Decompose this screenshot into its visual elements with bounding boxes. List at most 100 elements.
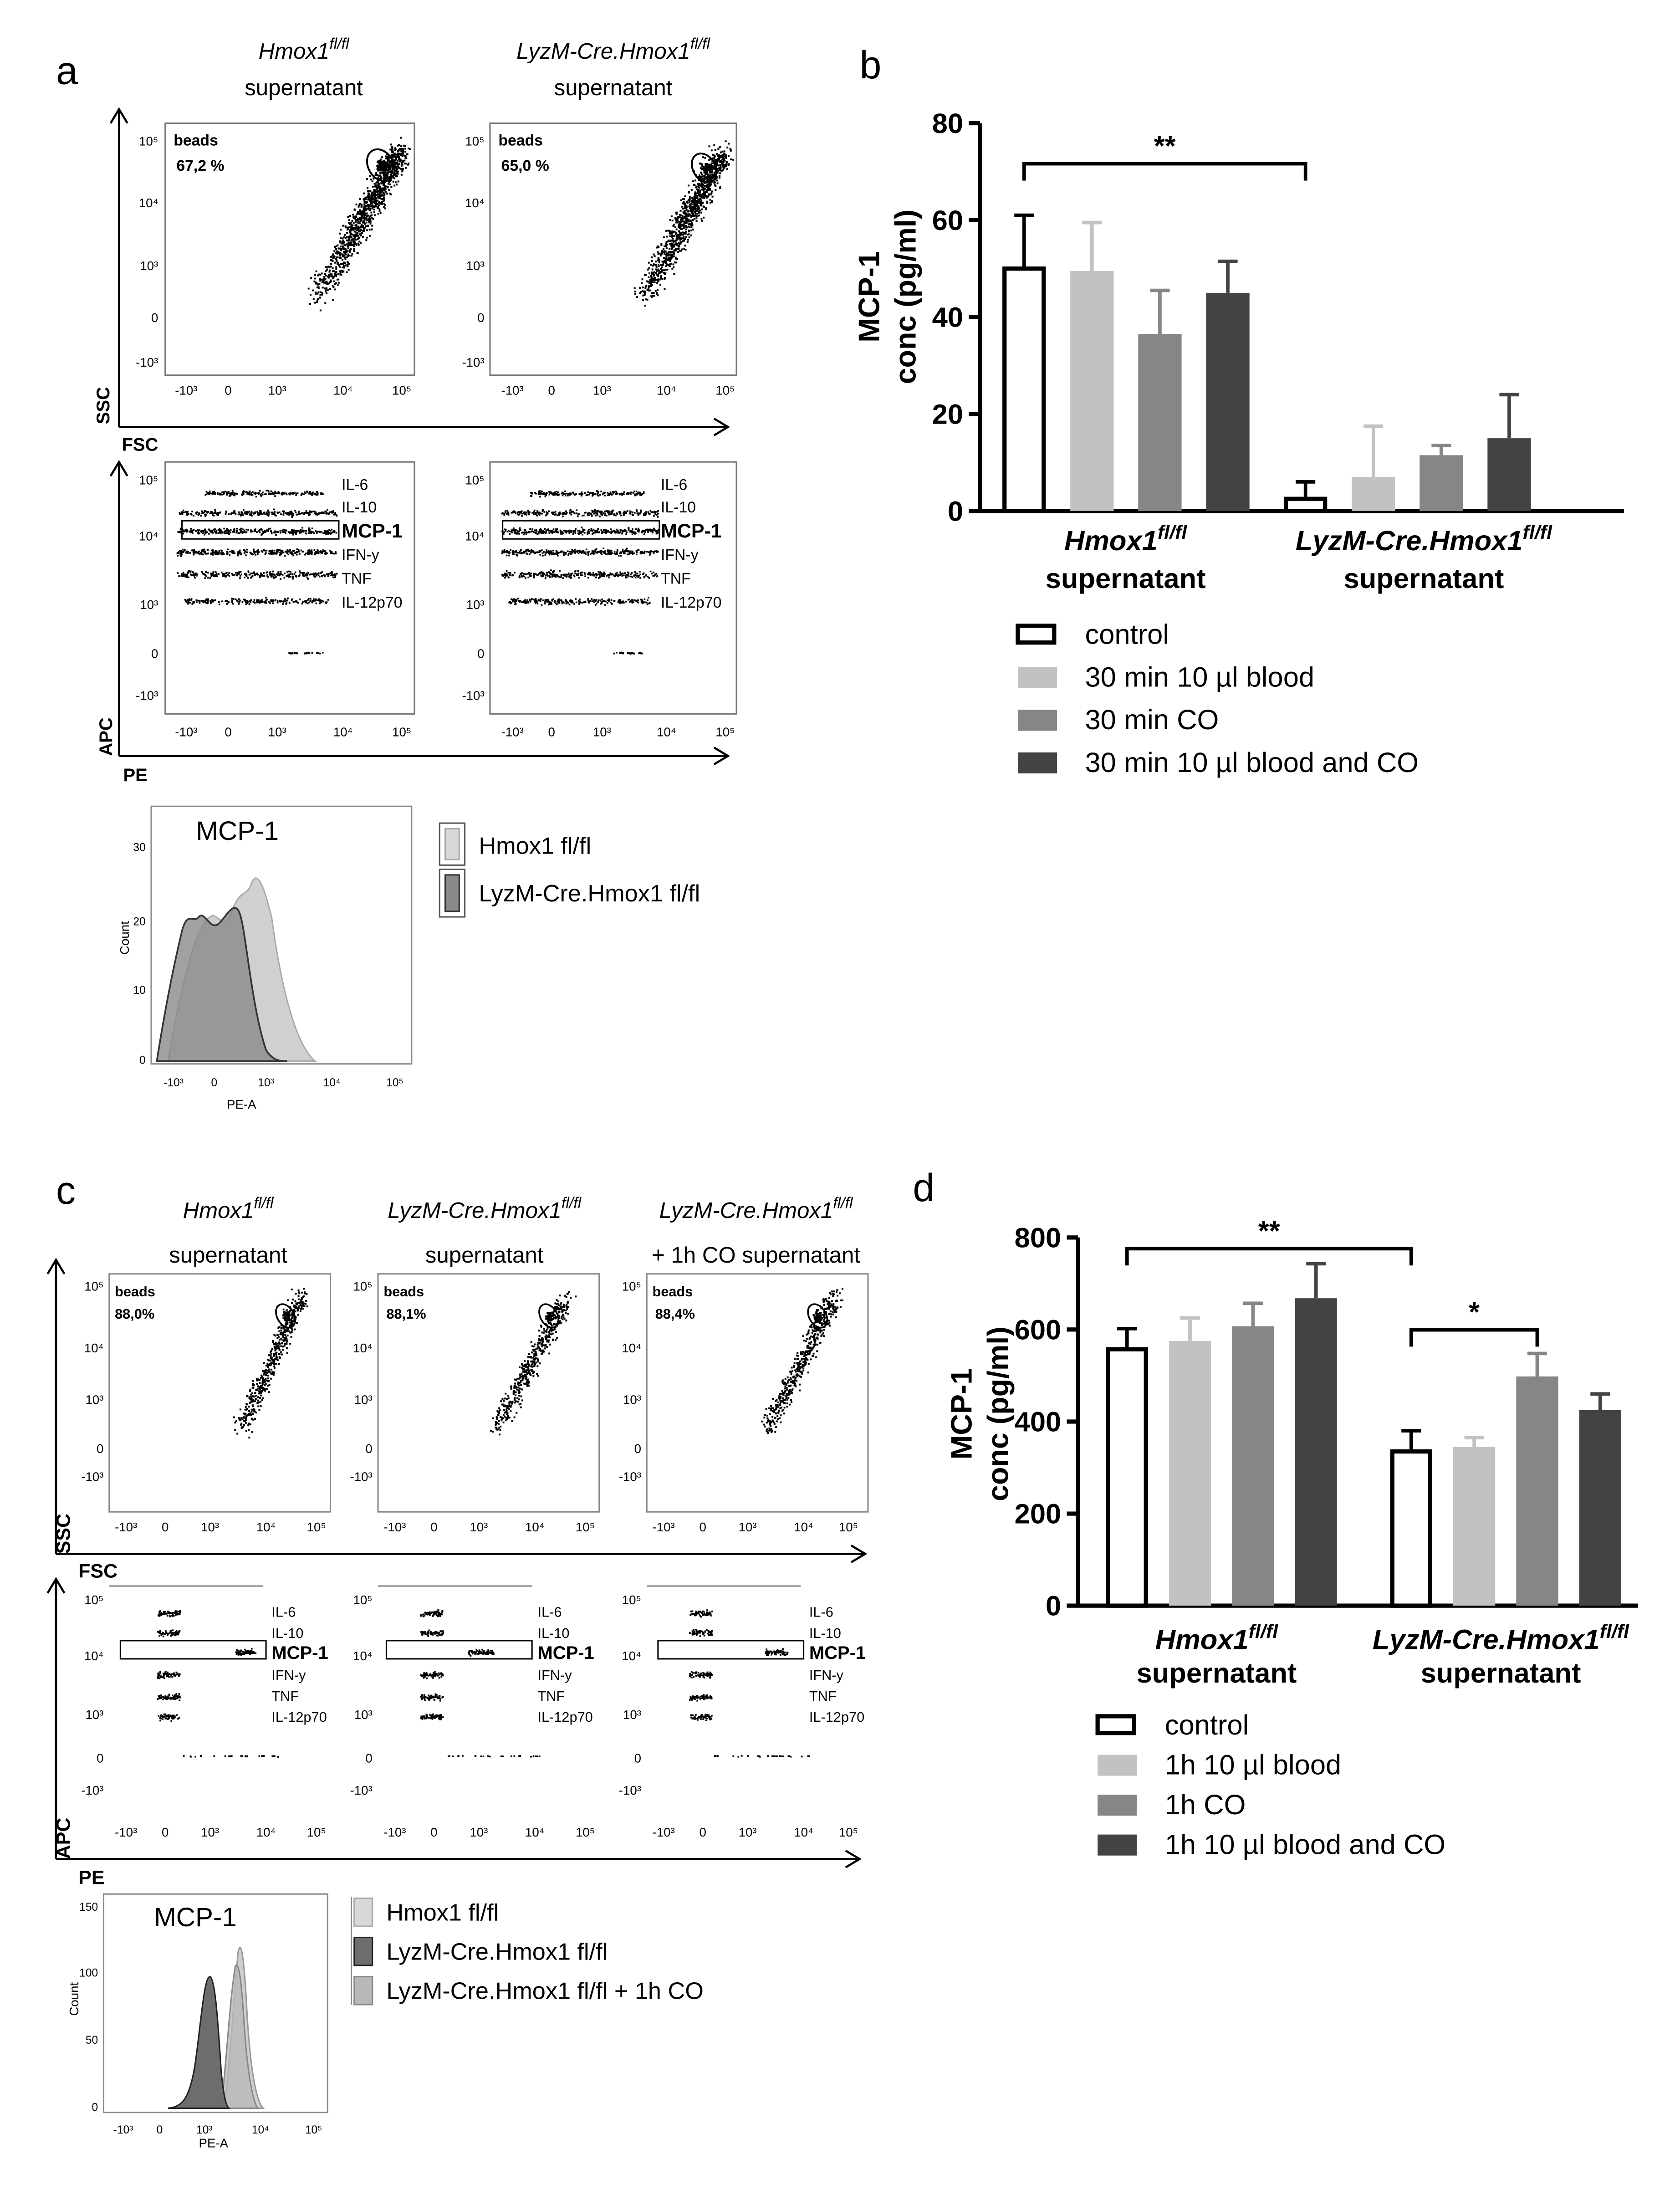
event-dot: [308, 530, 310, 532]
event-dot: [597, 494, 598, 496]
event-dot: [669, 248, 671, 250]
event-dot: [355, 216, 357, 219]
event-dot: [714, 184, 716, 186]
event-dot: [716, 179, 718, 182]
event-dot: [687, 215, 689, 217]
event-dot: [231, 490, 234, 492]
event-dot: [183, 574, 184, 577]
event-dot: [343, 236, 345, 239]
event-dot: [639, 292, 641, 294]
event-dot: [259, 602, 260, 604]
event-dot: [692, 206, 694, 209]
event-dot: [649, 280, 651, 282]
event-dot: [209, 490, 211, 492]
event-dot: [348, 238, 350, 240]
event-dot: [314, 274, 317, 276]
event-dot: [563, 512, 565, 514]
event-dot: [545, 552, 547, 554]
event-dot: [186, 529, 189, 532]
event-dot: [688, 201, 690, 204]
event-dot: [386, 161, 388, 164]
event-dot: [718, 159, 720, 161]
event-dot: [320, 512, 322, 514]
event-dot: [554, 513, 557, 515]
event-dot: [348, 263, 350, 265]
event-dot: [503, 531, 505, 533]
event-dot: [530, 495, 532, 497]
event-dot: [662, 262, 664, 264]
event-dot: [242, 490, 245, 492]
event-dot: [570, 513, 572, 516]
event-dot: [186, 512, 188, 514]
event-dot: [383, 172, 385, 174]
event-dot: [182, 530, 184, 532]
event-dot: [607, 491, 609, 494]
event-dot: [581, 531, 583, 533]
event-dot: [341, 240, 343, 243]
event-dot: [705, 166, 708, 169]
event-dot: [552, 552, 555, 554]
event-dot: [575, 528, 577, 530]
event-dot: [536, 510, 538, 512]
event-dot: [514, 572, 516, 574]
event-dot: [314, 277, 316, 280]
event-dot: [674, 256, 677, 259]
event-dot: [191, 549, 194, 552]
event-dot: [363, 223, 366, 225]
event-dot: [527, 532, 529, 533]
event-dot: [296, 551, 299, 553]
event-dot: [623, 550, 626, 552]
event-dot: [508, 554, 510, 557]
event-dot: [233, 512, 235, 514]
event-dot: [655, 531, 657, 532]
event-dot: [288, 576, 290, 578]
event-dot: [271, 576, 272, 578]
event-dot: [240, 527, 242, 530]
event-dot: [671, 232, 674, 235]
event-dot: [682, 216, 684, 219]
event-dot: [363, 210, 365, 212]
event-dot: [582, 515, 583, 517]
event-dot: [293, 652, 296, 655]
event-dot: [294, 510, 296, 512]
event-dot: [607, 530, 609, 532]
event-dot: [328, 271, 331, 273]
event-dot: [675, 232, 678, 235]
event-dot: [289, 531, 291, 533]
event-dot: [563, 554, 565, 556]
event-dot: [344, 262, 346, 264]
event-dot: [294, 530, 296, 532]
event-dot: [324, 553, 326, 555]
event-dot: [393, 174, 396, 176]
event-dot: [511, 532, 513, 533]
event-dot: [692, 199, 694, 201]
event-dot: [288, 570, 290, 573]
event-dot: [653, 552, 655, 554]
event-dot: [676, 235, 678, 237]
event-dot: [694, 198, 696, 200]
event-dot: [562, 533, 564, 535]
event-dot: [388, 159, 390, 161]
event-dot: [702, 188, 705, 190]
event-dot: [317, 286, 320, 288]
event-dot: [653, 527, 655, 530]
event-dot: [616, 531, 618, 533]
event-dot: [609, 551, 611, 553]
event-dot: [287, 574, 289, 576]
event-dot: [534, 529, 536, 532]
event-dot: [238, 571, 240, 573]
event-dot: [710, 193, 712, 195]
event-dot: [201, 510, 203, 512]
event-dot: [655, 549, 658, 552]
event-dot: [220, 553, 222, 555]
event-dot: [382, 198, 384, 200]
event-dot: [603, 492, 605, 494]
event-dot: [327, 533, 330, 535]
event-dot: [580, 495, 582, 497]
event-dot: [259, 574, 261, 577]
event-dot: [680, 250, 683, 252]
event-dot: [365, 239, 368, 241]
event-dot: [404, 163, 406, 165]
event-dot: [706, 200, 708, 203]
event-dot: [641, 282, 643, 284]
